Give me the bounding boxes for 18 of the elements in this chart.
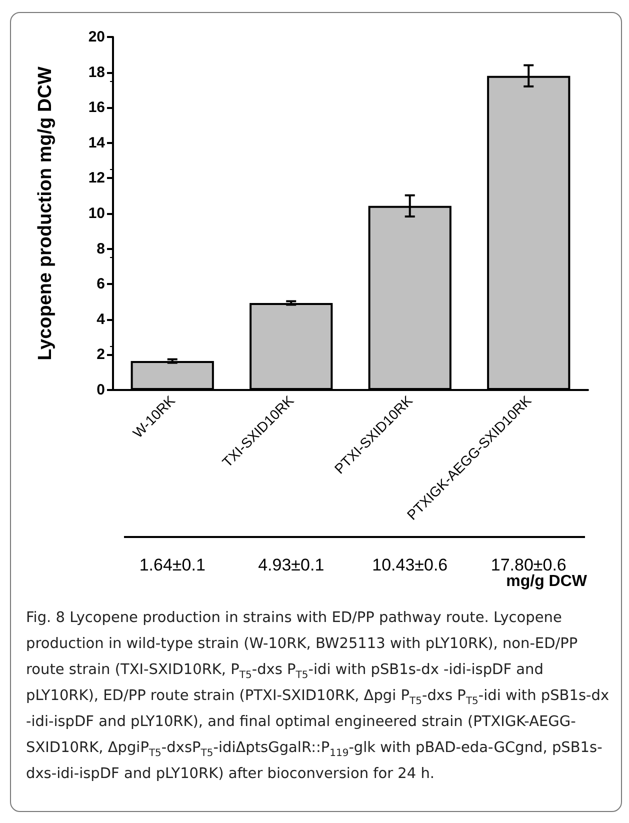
data-label: 4.93±0.1	[258, 556, 324, 574]
y-tick-label: 0	[96, 382, 105, 398]
y-axis-title: Lycopene production mg/g DCW	[35, 66, 56, 360]
data-label: 10.43±0.6	[372, 556, 448, 574]
y-tick-label: 8	[96, 240, 105, 258]
y-tick-label: 4	[96, 310, 106, 328]
text: Fig. 8 Lycopene production in strains with ED/PP pathway route. Lycopene production in wild-type strain (W-10RK, BW25113 with pLY10RK), non-ED/PP route strain (TXI-SXID10RK, P$_{T5}$-dxs P$_{T5}$-idi with pSB1s-dx -idi-ispDF and pLY10RK), ED/PP route strain (PTXI-SXID10RK, Δpgi P$_{T5}$-dxs P$_{T5}$-idi with pSB1s-dx -idi-ispDF and pLY10RK), and final optimal engineered strain (PTXIGK-AEGG-SXID10RK, ΔpgiP$_{T5}$-dxsP$_{T5}$-idiΔptsGgalR::P$_{119}$-glk with pBAD-eda-GCgnd, pSB1s-dxs-idi-ispDF and pLY10RK) after bioconversion for 24 h.	[26, 610, 610, 782]
y-tick-label: 14	[88, 134, 106, 152]
y-tick-label: 6	[96, 276, 105, 293]
y-tick-label: 12	[88, 170, 105, 187]
y-tick-label: 16	[88, 99, 105, 116]
y-tick-label: 10	[88, 205, 105, 222]
y-tick-label: 2	[96, 346, 105, 364]
text: mg/g DCW	[506, 573, 587, 591]
data-label: 17.80±0.6	[490, 556, 566, 574]
y-tick-label: 20	[88, 28, 105, 46]
data-label: 1.64±0.1	[139, 556, 206, 574]
y-tick-label: 18	[88, 64, 105, 81]
